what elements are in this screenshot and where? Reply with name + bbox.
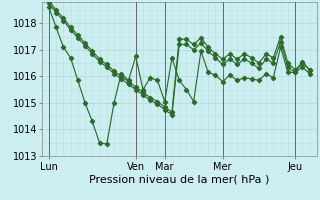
- X-axis label: Pression niveau de la mer( hPa ): Pression niveau de la mer( hPa ): [89, 174, 269, 184]
